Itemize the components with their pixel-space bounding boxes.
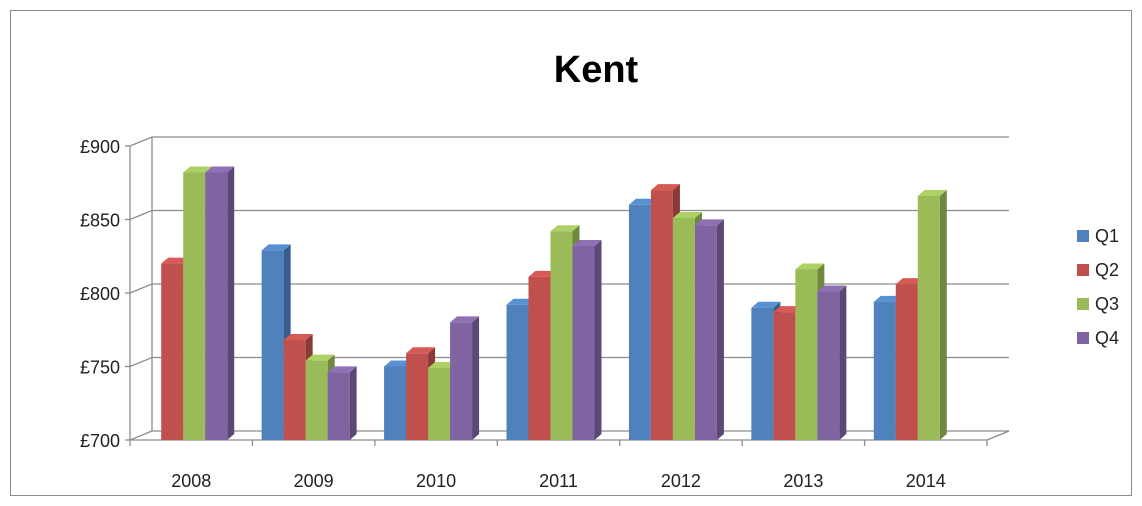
y-tick-label: £800 <box>80 284 120 304</box>
bar-q4-2012 <box>694 219 724 440</box>
bar-top <box>428 361 458 368</box>
bar-front <box>650 190 673 440</box>
bar-front <box>572 245 595 440</box>
legend: Q1 Q2 Q3 Q4 <box>1077 226 1119 348</box>
bar-top <box>917 189 947 196</box>
y-tick-label: £900 <box>80 137 120 157</box>
bar-top <box>384 360 414 367</box>
bar-top <box>528 270 558 277</box>
bar-side <box>472 316 480 440</box>
bar-q4-2013 <box>817 285 847 440</box>
bar-front <box>550 231 573 440</box>
bar-q4-2008 <box>205 166 235 440</box>
bar-q4-2010 <box>450 316 480 440</box>
gridline <box>129 136 1009 147</box>
legend-swatch <box>1077 332 1089 344</box>
bar-front <box>672 218 695 440</box>
bar-top <box>751 301 781 308</box>
bar-front <box>628 204 651 440</box>
legend-swatch <box>1077 264 1089 276</box>
bar-top <box>628 198 658 205</box>
bar-front <box>450 322 473 440</box>
bar-front <box>694 225 717 440</box>
chart-title: Kent <box>554 49 639 91</box>
bar-top <box>817 285 847 292</box>
bar-top <box>694 219 724 226</box>
bar-top <box>572 239 602 246</box>
bar-top <box>895 278 925 285</box>
bar-front <box>283 340 306 440</box>
bar-front <box>183 172 206 440</box>
bar-front <box>895 284 918 440</box>
bar-front <box>161 263 184 440</box>
x-tick-label: 2012 <box>661 471 701 491</box>
bar-side <box>716 219 724 440</box>
bar-top <box>672 212 702 219</box>
bar-top <box>183 166 213 173</box>
bar-top <box>161 257 191 264</box>
legend-label: Q2 <box>1095 260 1119 280</box>
bar-front <box>795 269 818 440</box>
bar-top <box>650 184 680 191</box>
legend-swatch <box>1077 298 1089 310</box>
bar-top <box>327 366 357 373</box>
bar-q3-2014 <box>917 189 947 440</box>
legend-item-q4: Q4 <box>1077 328 1119 348</box>
bars <box>161 166 947 440</box>
bar-side <box>227 166 235 440</box>
y-tick-label: £750 <box>80 358 120 378</box>
bar-front <box>327 372 350 440</box>
gridline <box>129 209 1009 221</box>
bar-front <box>261 250 284 440</box>
bar-front <box>384 366 407 440</box>
bar-front <box>817 291 840 440</box>
floor-edge <box>986 430 1010 441</box>
legend-swatch <box>1077 230 1089 242</box>
bar-top <box>283 334 313 341</box>
bar-top <box>506 298 536 305</box>
bar-top <box>205 166 235 173</box>
legend-item-q2: Q2 <box>1077 260 1119 280</box>
bar-side <box>839 285 847 440</box>
bar-top <box>873 295 903 302</box>
legend-label: Q1 <box>1095 226 1119 246</box>
bar-top <box>795 263 825 270</box>
x-tick-label: 2010 <box>416 471 456 491</box>
bar-top <box>550 225 580 232</box>
legend-item-q3: Q3 <box>1077 294 1119 314</box>
bar-q4-2009 <box>327 366 357 440</box>
bar-front <box>205 172 228 440</box>
bar-front <box>917 195 940 440</box>
x-tick-label: 2011 <box>539 471 578 491</box>
bar-side <box>594 239 602 440</box>
x-tick-label: 2009 <box>294 471 334 491</box>
x-tick-label: 2014 <box>906 471 946 491</box>
bar-q4-2011 <box>572 239 602 440</box>
legend-label: Q4 <box>1095 328 1119 348</box>
bar-front <box>506 304 529 440</box>
bar-front <box>773 312 796 440</box>
x-tick-labels: 2008 2009 2010 2011 2012 2013 2014 <box>171 471 946 491</box>
bar-front <box>528 276 551 440</box>
bar-top <box>773 306 803 313</box>
bar-top <box>450 316 480 323</box>
y-tick-label: £700 <box>80 431 120 451</box>
bar-front <box>305 360 328 440</box>
legend-label: Q3 <box>1095 294 1119 314</box>
y-tick-label: £850 <box>80 211 120 231</box>
bar-top <box>261 244 291 251</box>
bar-front <box>406 353 429 440</box>
x-tick-label: 2013 <box>783 471 823 491</box>
bar-front <box>428 367 451 440</box>
bar-side <box>939 189 947 440</box>
x-tick-label: 2008 <box>171 471 211 491</box>
legend-item-q1: Q1 <box>1077 226 1119 246</box>
bar-top <box>305 354 335 361</box>
bar-top <box>406 347 436 354</box>
y-tick-labels: £700 £750 £800 £850 £900 <box>80 137 120 451</box>
bar-front <box>873 301 896 440</box>
bar-side <box>349 366 357 440</box>
bar-front <box>751 307 774 440</box>
